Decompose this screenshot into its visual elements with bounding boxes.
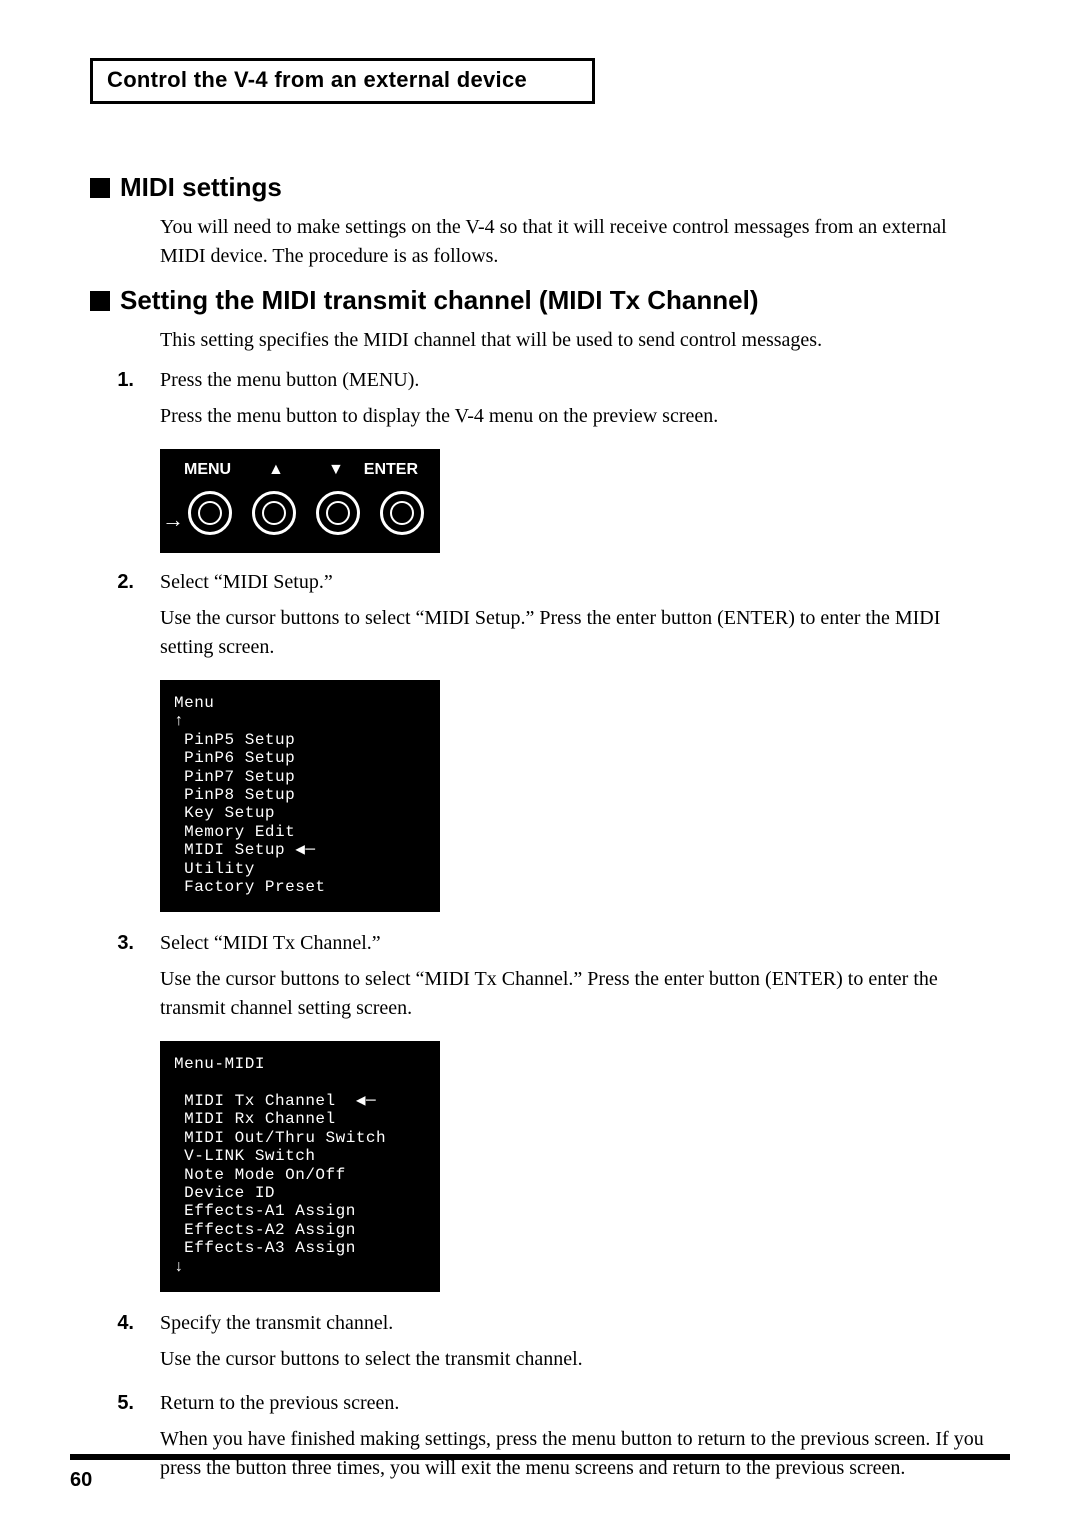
step-number: 3. (110, 932, 134, 955)
step-row: 3. Select “MIDI Tx Channel.” (90, 932, 1010, 955)
step-title: Press the menu button (MENU). (160, 369, 419, 392)
heading-text: Setting the MIDI transmit channel (MIDI … (120, 285, 759, 315)
hw-button-enter (380, 491, 424, 535)
banner-text: Control the V-4 from an external device (107, 67, 527, 92)
section-banner: Control the V-4 from an external device (90, 58, 595, 104)
step-body: Use the cursor buttons to select “MIDI S… (90, 604, 1010, 662)
step-number: 4. (110, 1312, 134, 1335)
square-bullet-icon (90, 178, 110, 198)
hw-up-icon: ▲ (268, 461, 284, 479)
step-title: Select “MIDI Setup.” (160, 571, 333, 594)
step-row: 2. Select “MIDI Setup.” (90, 571, 1010, 594)
step-title: Specify the transmit channel. (160, 1312, 393, 1335)
page-number: 60 (70, 1469, 92, 1492)
step-number: 2. (110, 571, 134, 594)
hw-button-up (252, 491, 296, 535)
body-tx-channel: This setting specifies the MIDI channel … (90, 326, 1010, 355)
heading-text: MIDI settings (120, 172, 282, 202)
hw-button-inner (326, 501, 350, 525)
step-number: 5. (110, 1392, 134, 1415)
hardware-button-panel: MENU ▲ ▼ ENTER → (160, 449, 440, 553)
step-row: 5. Return to the previous screen. (90, 1392, 1010, 1415)
footer-rule (70, 1454, 1010, 1460)
osd-menu-screenshot: Menu ↑ PinP5 Setup PinP6 Setup PinP7 Set… (160, 680, 440, 912)
osd-midi-menu-screenshot: Menu-MIDI MIDI Tx Channel ◀─ MIDI Rx Cha… (160, 1041, 440, 1292)
step-title: Return to the previous screen. (160, 1392, 399, 1415)
heading-tx-channel: Setting the MIDI transmit channel (MIDI … (90, 285, 1010, 316)
hw-button-down (316, 491, 360, 535)
body-midi-settings: You will need to make settings on the V-… (90, 213, 1010, 271)
step-number: 1. (110, 369, 134, 392)
step-body: Press the menu button to display the V-4… (90, 402, 1010, 431)
step-row: 4. Specify the transmit channel. (90, 1312, 1010, 1335)
hw-button-inner (390, 501, 414, 525)
step-row: 1. Press the menu button (MENU). (90, 369, 1010, 392)
step-body: Use the cursor buttons to select “MIDI T… (90, 965, 1010, 1023)
hw-button-menu (188, 491, 232, 535)
hw-down-icon: ▼ (328, 461, 344, 479)
hw-button-inner (262, 501, 286, 525)
hw-label-menu: MENU (184, 461, 231, 479)
step-title: Select “MIDI Tx Channel.” (160, 932, 381, 955)
step-body: Use the cursor buttons to select the tra… (90, 1345, 1010, 1374)
hw-label-enter: ENTER (364, 461, 418, 479)
hw-button-inner (198, 501, 222, 525)
square-bullet-icon (90, 291, 110, 311)
manual-page: Control the V-4 from an external device … (0, 0, 1080, 1528)
heading-midi-settings: MIDI settings (90, 172, 1010, 203)
arrow-right-icon: → (162, 507, 184, 533)
